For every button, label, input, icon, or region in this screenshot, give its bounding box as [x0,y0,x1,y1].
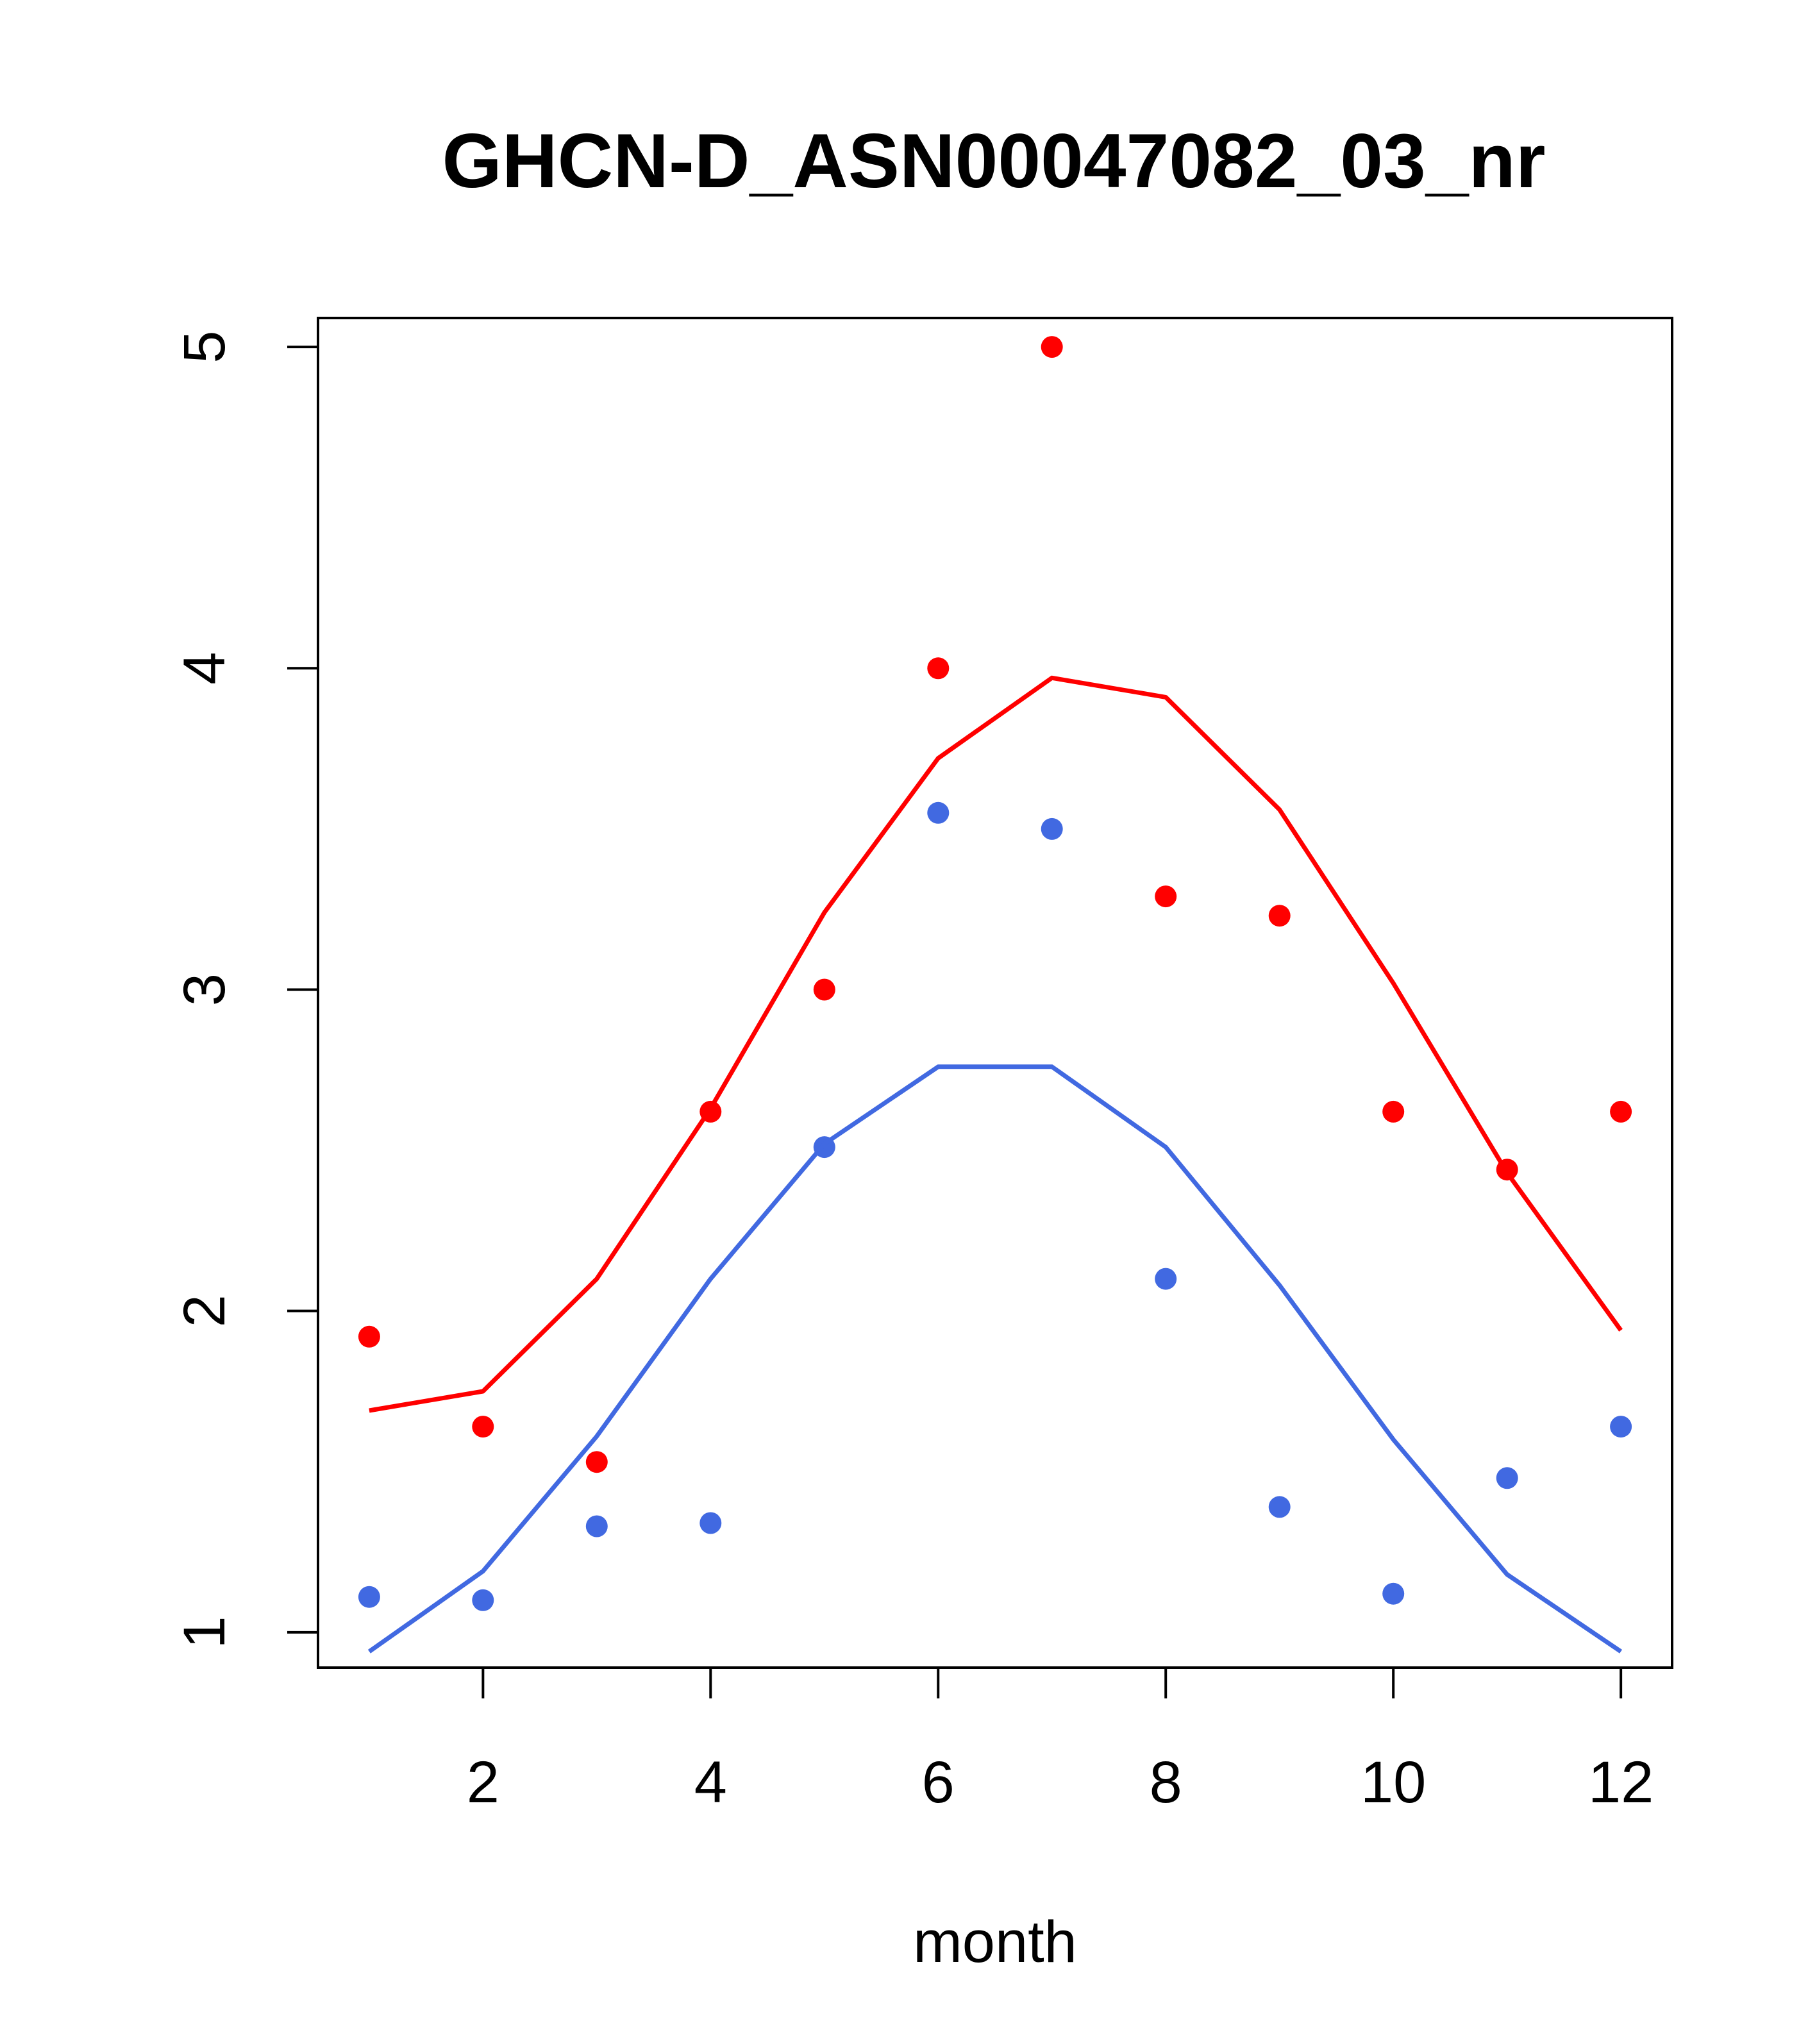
chart-title: GHCN-D_ASN00047082_03_nr [442,118,1546,204]
x-tick-label-10: 10 [1361,1750,1426,1815]
y-tick-label-5: 5 [172,331,237,364]
y-tick-label-1: 1 [172,1616,237,1648]
series-0-point-5 [813,978,835,1001]
series-0-point-7 [1041,336,1063,358]
series-2-point-4 [699,1512,722,1534]
x-axis-label: month [913,1909,1077,1975]
series-2-point-7 [1041,817,1063,840]
series-2-point-6 [927,801,950,824]
series-3-line [367,1064,1623,1654]
x-tick-label-2: 2 [467,1750,499,1815]
y-tick-label-3: 3 [172,973,237,1006]
series-layer [358,336,1632,1654]
series-2-point-2 [472,1589,494,1611]
series-2-point-8 [1155,1268,1177,1290]
series-0-point-10 [1382,1100,1405,1123]
series-1-line [369,675,1623,1413]
y-axis: 1 2 3 4 5 [172,331,318,1648]
x-tick-label-6: 6 [922,1750,955,1815]
series-0-point-2 [472,1416,494,1438]
series-2-point-12 [1610,1416,1632,1438]
x-tick-label-12: 12 [1588,1750,1654,1815]
series-0-point-8 [1155,885,1177,908]
series-2-point-10 [1382,1582,1405,1605]
series-0-point-6 [927,657,950,680]
series-0-point-12 [1610,1100,1632,1123]
series-2-point-1 [358,1586,380,1608]
series-0-point-1 [358,1325,380,1348]
series-0-point-9 [1268,905,1291,927]
series-2-point-9 [1268,1496,1291,1518]
plot-frame [317,317,1673,1669]
y-tick-label-2: 2 [172,1294,237,1327]
series-2-point-11 [1496,1467,1518,1489]
series-2-point-3 [585,1515,608,1537]
x-tick-label-4: 4 [694,1750,727,1815]
x-axis: 2 4 6 8 10 12 [467,1668,1654,1815]
series-0-point-3 [585,1451,608,1473]
x-tick-label-8: 8 [1150,1750,1182,1815]
y-tick-label-4: 4 [172,652,237,685]
